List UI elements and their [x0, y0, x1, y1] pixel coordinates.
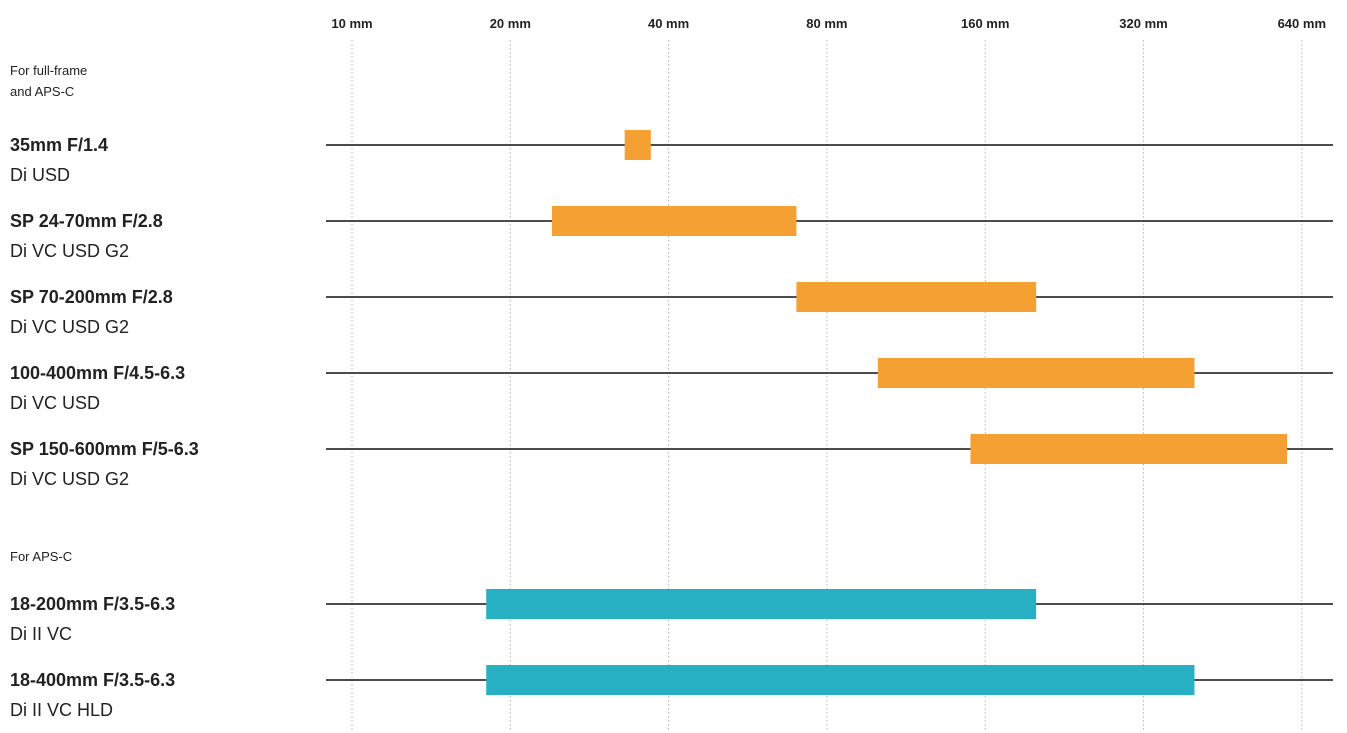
- lens-subtitle: Di USD: [10, 165, 70, 185]
- lens-subtitle: Di VC USD: [10, 393, 100, 413]
- focal-range-bar: [486, 665, 1195, 695]
- lens-subtitle: Di II VC: [10, 624, 72, 644]
- x-tick-label: 20 mm: [490, 16, 531, 31]
- focal-range-bar: [970, 434, 1288, 464]
- lens-name: 18-200mm F/3.5-6.3: [10, 594, 175, 614]
- x-tick-label: 160 mm: [961, 16, 1009, 31]
- focal-range-bar: [624, 130, 651, 160]
- lens-subtitle: Di VC USD G2: [10, 317, 129, 337]
- group-label: For full-frame and APS-C: [10, 63, 87, 99]
- lens-rows: [326, 130, 1333, 695]
- lens-name: SP 70-200mm F/2.8: [10, 287, 173, 307]
- group-label: For APS-C: [10, 549, 72, 564]
- focal-range-bar: [551, 206, 797, 236]
- lens-subtitle: Di VC USD G2: [10, 241, 129, 261]
- x-tick-label: 10 mm: [331, 16, 372, 31]
- focal-range-bar: [877, 358, 1195, 388]
- focal-range-bar: [486, 589, 1037, 619]
- lens-subtitle: Di VC USD G2: [10, 469, 129, 489]
- lens-name: 100-400mm F/4.5-6.3: [10, 363, 185, 383]
- lens-name: 18-400mm F/3.5-6.3: [10, 670, 175, 690]
- x-axis-ticks: 10 mm 20 mm 40 mm 80 mm 160 mm 320 mm 640 mm: [331, 16, 1326, 31]
- lens-name: SP 150-600mm F/5-6.3: [10, 439, 199, 459]
- x-tick-label: 80 mm: [806, 16, 847, 31]
- x-tick-label: 320 mm: [1119, 16, 1167, 31]
- lens-name: SP 24-70mm F/2.8: [10, 211, 163, 231]
- x-tick-label: 40 mm: [648, 16, 689, 31]
- lens-subtitle: Di II VC HLD: [10, 700, 113, 720]
- focal-range-bar: [796, 282, 1037, 312]
- x-tick-label: 640 mm: [1278, 16, 1326, 31]
- lens-labels: For full-frame and APS-C 35mm F/1.4 Di USD S…: [10, 63, 199, 720]
- lens-name: 35mm F/1.4: [10, 135, 108, 155]
